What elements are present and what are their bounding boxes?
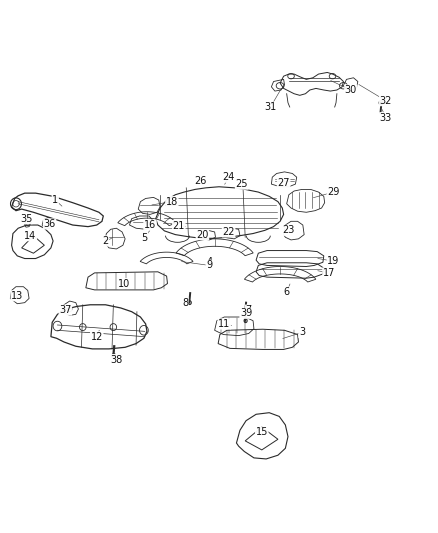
Text: 22: 22 xyxy=(223,227,235,237)
Text: 14: 14 xyxy=(24,231,36,241)
Text: 7: 7 xyxy=(246,305,252,315)
Text: 5: 5 xyxy=(141,233,148,243)
Text: 27: 27 xyxy=(277,177,290,188)
Text: 8: 8 xyxy=(182,297,188,308)
Text: 21: 21 xyxy=(173,221,185,231)
Text: 29: 29 xyxy=(327,187,339,197)
Text: 36: 36 xyxy=(43,219,56,229)
Text: 1: 1 xyxy=(52,195,58,205)
Text: 33: 33 xyxy=(380,112,392,123)
Text: 32: 32 xyxy=(380,95,392,106)
Text: 18: 18 xyxy=(166,197,178,207)
Text: 3: 3 xyxy=(299,327,305,337)
Text: 24: 24 xyxy=(223,172,235,182)
Text: 13: 13 xyxy=(11,290,23,301)
Text: 4: 4 xyxy=(206,257,212,267)
Text: 20: 20 xyxy=(196,230,208,240)
Text: 31: 31 xyxy=(265,102,277,112)
Text: 39: 39 xyxy=(240,308,252,318)
Text: 10: 10 xyxy=(118,279,130,288)
Text: 12: 12 xyxy=(91,332,103,342)
Text: 2: 2 xyxy=(102,236,109,246)
Text: 16: 16 xyxy=(144,220,156,230)
Text: 17: 17 xyxy=(323,268,335,278)
Text: 25: 25 xyxy=(236,179,248,189)
Text: 26: 26 xyxy=(194,176,207,187)
Text: 23: 23 xyxy=(282,225,294,236)
Text: 9: 9 xyxy=(206,261,212,270)
Text: 30: 30 xyxy=(345,85,357,95)
Text: 19: 19 xyxy=(327,256,339,266)
Text: 38: 38 xyxy=(110,354,123,365)
Text: 11: 11 xyxy=(218,319,230,329)
Text: 15: 15 xyxy=(256,427,268,438)
Text: 37: 37 xyxy=(59,305,71,315)
Text: 35: 35 xyxy=(20,214,32,224)
Text: 6: 6 xyxy=(284,287,290,297)
